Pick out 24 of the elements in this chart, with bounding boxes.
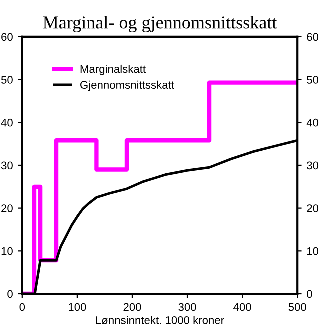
y-tick-label: 60 xyxy=(2,33,13,42)
y2-tick-label: 40 xyxy=(306,118,319,127)
x-tick-label: 100 xyxy=(69,303,86,312)
y-tick-label: 40 xyxy=(1,118,13,127)
y2-tick-label: 20 xyxy=(307,204,319,212)
y2-tick-label: 10 xyxy=(307,247,319,256)
legend-label: Marginalskatt xyxy=(80,64,146,76)
y-tick-label: 30 xyxy=(1,162,13,170)
chart-title: Marginal- og gjennomsnittsskatt xyxy=(43,16,278,33)
y-tick-label: 0 xyxy=(8,290,13,298)
y-tick-label: 10 xyxy=(2,247,13,256)
x-tick-label: 500 xyxy=(288,303,306,312)
x-axis-title: Lønnsinntekt. 1000 kroner xyxy=(96,316,224,324)
x-tick-label: 200 xyxy=(124,303,142,312)
y2-tick-label: 60 xyxy=(307,33,319,42)
legend-label: Gjennomsnittsskatt xyxy=(80,80,174,92)
y2-tick-label: 0 xyxy=(307,290,312,298)
x-tick-label: 400 xyxy=(234,303,252,312)
y2-tick-label: 30 xyxy=(307,162,319,170)
x-tick-label: 300 xyxy=(178,303,196,312)
y-tick-label: 20 xyxy=(2,204,13,212)
y-tick-label: 50 xyxy=(1,76,13,84)
x-tick-label: 0 xyxy=(20,303,26,312)
y2-tick-label: 50 xyxy=(307,76,319,84)
